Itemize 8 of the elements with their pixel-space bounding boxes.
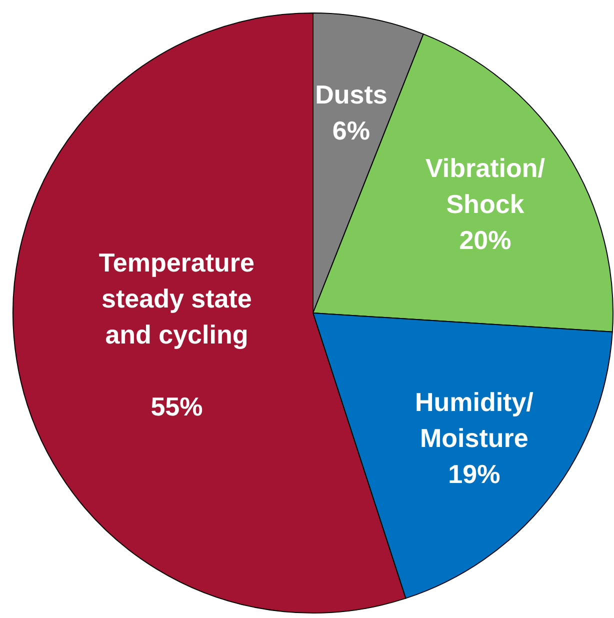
slice-label: Temperature steady state and cycling xyxy=(98,248,254,350)
data-label: 19% xyxy=(448,459,500,490)
data-label: 6% xyxy=(332,116,370,146)
slice-label: Humidity/ Moisture xyxy=(414,387,534,454)
data-label: 20% xyxy=(459,224,512,255)
data-label: 55% xyxy=(150,392,203,422)
slice-label: Dusts xyxy=(315,80,388,110)
slice-label: Vibration/ Shock xyxy=(426,152,545,219)
